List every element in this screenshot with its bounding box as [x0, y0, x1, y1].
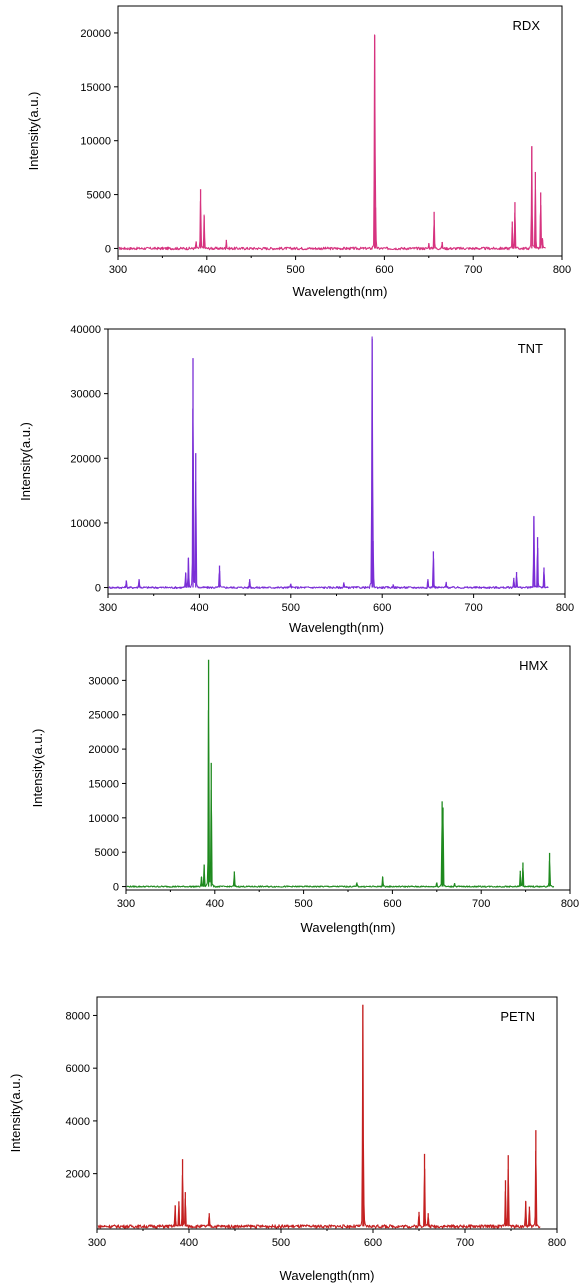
x-tick-label: 800 [548, 1237, 566, 1249]
x-tick-label: 500 [286, 264, 304, 276]
x-tick-label: 500 [294, 898, 312, 910]
x-tick-label: 400 [190, 602, 208, 614]
x-tick-label: 400 [180, 1237, 198, 1249]
spectrum-line [126, 709, 555, 888]
x-tick-label: 300 [109, 264, 127, 276]
spectrum-line [118, 34, 546, 251]
x-axis-title: Wavelength(nm) [301, 920, 396, 935]
x-tick-label: 300 [88, 1237, 106, 1249]
x-tick-label: 700 [456, 1237, 474, 1249]
x-axis-title: Wavelength(nm) [289, 620, 384, 635]
spectrum-line [97, 1004, 541, 1229]
plot-frame [117, 5, 563, 257]
x-tick-label: 300 [117, 898, 135, 910]
series-label: TNT [518, 341, 543, 356]
y-tick-label: 20000 [88, 744, 119, 756]
y-tick-label: 10000 [88, 813, 119, 825]
x-tick-label: 600 [383, 898, 401, 910]
y-axis-title: Intensity(a.u.) [26, 92, 41, 171]
x-tick-label: 600 [364, 1237, 382, 1249]
plot-frame [96, 996, 558, 1230]
spectrum-line [108, 336, 549, 590]
y-tick-label: 6000 [66, 1063, 90, 1075]
series-label: RDX [513, 18, 541, 33]
x-axis-title: Wavelength(nm) [293, 284, 388, 299]
series-label: HMX [519, 658, 548, 673]
series-label: PETN [500, 1009, 535, 1024]
y-tick-label: 2000 [66, 1169, 90, 1181]
petn-chart: 300 400 500 600 700 800 2000 4000 6000 8000 Wavele… [8, 996, 566, 1283]
y-tick-label: 0 [113, 882, 119, 894]
y-tick-label: 10000 [70, 518, 101, 530]
y-axis-title: Intensity(a.u.) [30, 729, 45, 808]
y-tick-label: 30000 [70, 389, 101, 401]
x-tick-label: 500 [272, 1237, 290, 1249]
y-tick-label: 8000 [66, 1010, 90, 1022]
x-tick-label: 500 [282, 602, 300, 614]
y-axis-title: Intensity(a.u.) [8, 1074, 23, 1153]
x-tick-label: 800 [553, 264, 571, 276]
x-tick-label: 800 [556, 602, 574, 614]
y-tick-label: 20000 [80, 28, 111, 40]
x-tick-label: 400 [206, 898, 224, 910]
rdx-chart: 300 400 500 600 700 800 0 5000 10000 15000 20000 Wa… [26, 5, 571, 299]
x-tick-label: 400 [198, 264, 216, 276]
y-tick-label: 10000 [80, 136, 111, 148]
y-tick-label: 15000 [88, 778, 119, 790]
y-tick-label: 20000 [70, 453, 101, 465]
hmx-chart: 300 400 500 600 700 800 0 5000 10000 15000 20000 25… [30, 645, 579, 935]
plot-frame [125, 645, 571, 891]
tnt-chart: 300 400 500 600 700 800 0 10000 20000 30000 40000 W… [18, 324, 574, 635]
x-tick-label: 800 [561, 898, 579, 910]
y-tick-label: 4000 [66, 1116, 90, 1128]
y-tick-label: 0 [105, 243, 111, 255]
x-axis-title: Wavelength(nm) [280, 1268, 375, 1283]
y-tick-label: 25000 [88, 710, 119, 722]
x-tick-label: 700 [472, 898, 490, 910]
y-tick-label: 0 [95, 583, 101, 595]
y-axis-title: Intensity(a.u.) [18, 422, 33, 501]
y-tick-label: 5000 [87, 190, 111, 202]
x-tick-label: 700 [464, 602, 482, 614]
y-tick-label: 30000 [88, 675, 119, 687]
y-tick-label: 40000 [70, 324, 101, 336]
y-tick-label: 15000 [80, 82, 111, 94]
plot-frame [107, 328, 566, 595]
y-tick-label: 5000 [95, 847, 119, 859]
x-tick-label: 300 [99, 602, 117, 614]
x-tick-label: 600 [373, 602, 391, 614]
x-tick-label: 600 [375, 264, 393, 276]
x-tick-label: 700 [464, 264, 482, 276]
